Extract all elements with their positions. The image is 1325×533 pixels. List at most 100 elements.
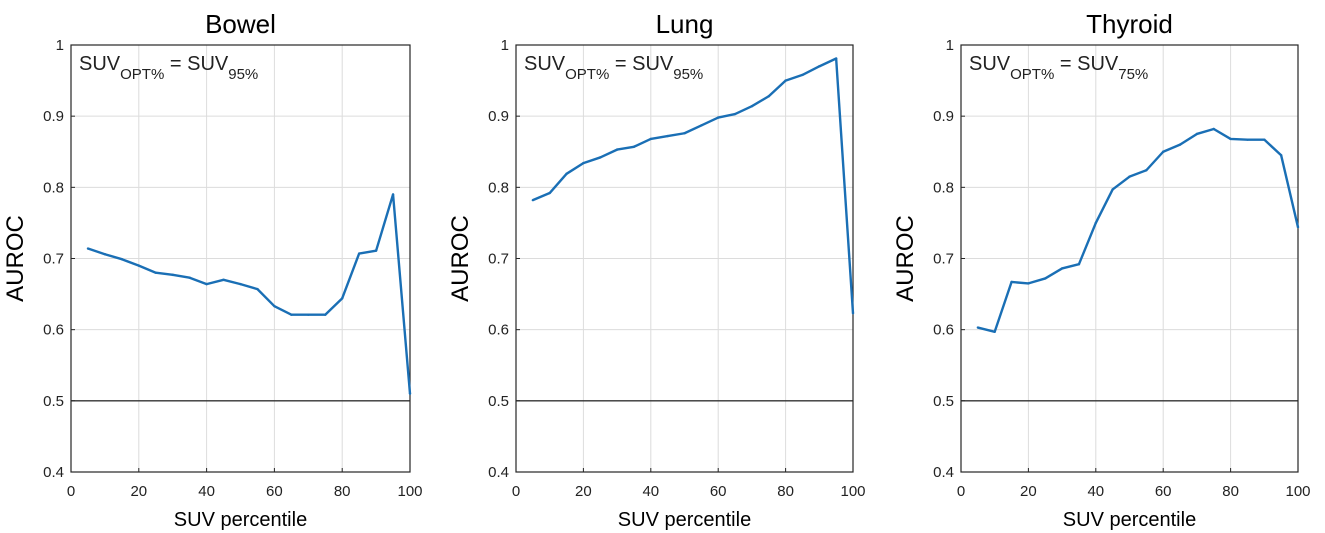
y-tick-label: 0.5	[933, 393, 954, 410]
x-tick-label: 20	[1020, 483, 1037, 500]
data-point	[599, 156, 602, 159]
data-point	[834, 57, 838, 60]
data-point	[1044, 277, 1047, 280]
y-tick-label: 0.7	[43, 251, 64, 268]
series-line	[977, 127, 1300, 334]
data-point	[1010, 280, 1013, 284]
data-point	[86, 247, 90, 250]
data-point	[357, 252, 361, 255]
data-point	[1060, 267, 1064, 270]
chart-panel-3: 0 20 40 60 80 100 0.4 0.5 0.6 0.7 0.8 0.9 1 Thyroid SU…	[892, 9, 1311, 531]
data-point	[391, 193, 395, 196]
y-tick-label: 0.9	[933, 108, 954, 125]
x-tick-label: 100	[1285, 483, 1310, 500]
y-axis-label: AUROC	[447, 215, 474, 302]
data-point	[1279, 154, 1283, 157]
data-point	[341, 297, 344, 300]
data-point	[154, 271, 157, 274]
x-tick-label: 100	[840, 483, 865, 500]
data-point	[307, 313, 310, 316]
data-point	[324, 313, 327, 316]
data-point	[1027, 282, 1030, 285]
y-tick-label: 0.5	[488, 393, 509, 410]
y-axis-label: AUROC	[2, 215, 29, 302]
data-point	[565, 172, 568, 176]
x-tick-label: 80	[777, 483, 794, 500]
chart-panel-1: 0 20 40 60 80 100 0.4 0.5 0.6 0.7 0.8 0.9 1 Bowel SUV …	[2, 9, 423, 531]
data-point	[120, 258, 124, 261]
x-tick-label: 80	[1222, 483, 1239, 500]
data-point	[1246, 138, 1249, 141]
x-tick-label: 40	[642, 483, 659, 500]
data-point	[632, 145, 636, 148]
annotation-part: 95%	[228, 66, 258, 83]
y-tick-label: 0.9	[43, 108, 64, 125]
annotation-part: = SUV	[164, 53, 229, 75]
annotation-part: = SUV	[1054, 53, 1119, 75]
x-tick-label: 100	[397, 483, 422, 500]
data-point	[1178, 143, 1182, 146]
chart-title: Lung	[656, 9, 714, 39]
x-axis-label: SUV percentile	[618, 509, 751, 531]
data-point	[205, 282, 208, 286]
data-point	[666, 134, 669, 138]
data-point	[239, 282, 242, 286]
data-point	[374, 249, 378, 252]
annotation-part: SUV	[524, 53, 566, 75]
y-tick-label: 0.4	[43, 464, 64, 481]
data-point	[717, 116, 720, 119]
y-tick-label: 1	[946, 37, 954, 54]
data-point	[531, 198, 535, 202]
chart-title: Thyroid	[1086, 9, 1173, 39]
data-point	[733, 112, 737, 116]
data-point	[103, 253, 107, 256]
data-point	[290, 313, 293, 316]
data-point	[273, 304, 276, 308]
series-line	[532, 57, 855, 314]
data-point	[1111, 188, 1114, 191]
data-point	[1077, 262, 1081, 266]
x-tick-label: 20	[575, 483, 592, 500]
data-point	[188, 276, 191, 279]
x-tick-label: 0	[67, 483, 75, 500]
x-tick-label: 40	[198, 483, 215, 500]
annotation-text: SUVOPT% = SUV95%	[524, 53, 703, 83]
data-point	[700, 124, 703, 127]
annotation-text: SUVOPT% = SUV75%	[969, 53, 1148, 83]
data-point	[548, 191, 551, 195]
y-tick-label: 0.8	[488, 179, 509, 196]
y-tick-label: 0.4	[488, 464, 509, 481]
data-point	[1195, 132, 1199, 136]
data-point	[256, 287, 259, 291]
x-tick-label: 40	[1087, 483, 1104, 500]
x-tick-label: 0	[512, 483, 520, 500]
y-tick-label: 0.6	[43, 322, 64, 339]
x-tick-label: 80	[334, 483, 351, 500]
annotation-part: = SUV	[609, 53, 674, 75]
y-tick-label: 0.9	[488, 108, 509, 125]
data-point	[582, 161, 585, 165]
annotation-part: OPT%	[565, 66, 609, 83]
data-point	[1296, 225, 1300, 229]
data-point	[750, 105, 754, 108]
y-tick-label: 1	[56, 37, 64, 54]
y-axis-label: AUROC	[892, 215, 919, 302]
y-tick-label: 0.6	[488, 322, 509, 339]
x-tick-label: 20	[130, 483, 147, 500]
chart-title: Bowel	[205, 9, 276, 39]
y-tick-label: 0.8	[933, 179, 954, 196]
y-tick-label: 0.4	[933, 464, 954, 481]
data-point	[649, 137, 652, 141]
data-point	[1162, 150, 1165, 153]
data-point	[976, 326, 980, 329]
annotation-text: SUVOPT% = SUV95%	[79, 53, 258, 83]
data-point	[171, 273, 174, 277]
annotation-part: OPT%	[120, 66, 164, 83]
data-point	[1229, 137, 1232, 141]
annotation-part: 75%	[1118, 66, 1148, 83]
data-point	[408, 392, 412, 395]
y-tick-label: 0.7	[488, 251, 509, 268]
data-point	[683, 132, 686, 135]
annotation-part: SUV	[79, 53, 121, 75]
